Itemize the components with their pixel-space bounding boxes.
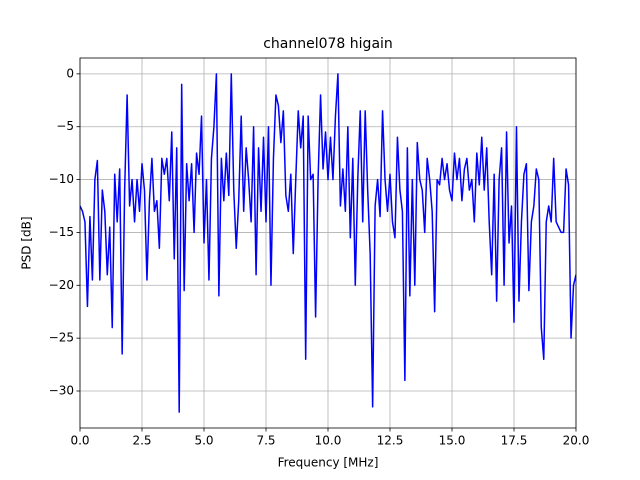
- x-tick-label: 17.5: [501, 434, 528, 448]
- x-tick-label: 15.0: [439, 434, 466, 448]
- plot-frame: [79, 57, 577, 429]
- y-tick-label: −10: [49, 172, 74, 186]
- x-axis-label: Frequency [MHz]: [278, 456, 379, 470]
- x-tick-label: 12.5: [377, 434, 404, 448]
- x-tick-label: 20.0: [563, 434, 590, 448]
- y-tick-label: −20: [49, 278, 74, 292]
- x-tick-label: 10.0: [315, 434, 342, 448]
- line-series: [80, 73, 576, 413]
- y-tick-label: −25: [49, 331, 74, 345]
- x-tick-label: 2.5: [132, 434, 151, 448]
- x-tick-label: 5.0: [194, 434, 213, 448]
- y-tick-label: −5: [56, 119, 74, 133]
- x-tick-label: 0.0: [70, 434, 89, 448]
- x-tick-label: 7.5: [256, 434, 275, 448]
- y-axis-label: PSD [dB]: [20, 216, 34, 269]
- y-tick-label: −15: [49, 225, 74, 239]
- chart-title: channel078 higain: [263, 36, 393, 52]
- y-tick-label: 0: [66, 66, 74, 80]
- y-tick-label: −30: [49, 384, 74, 398]
